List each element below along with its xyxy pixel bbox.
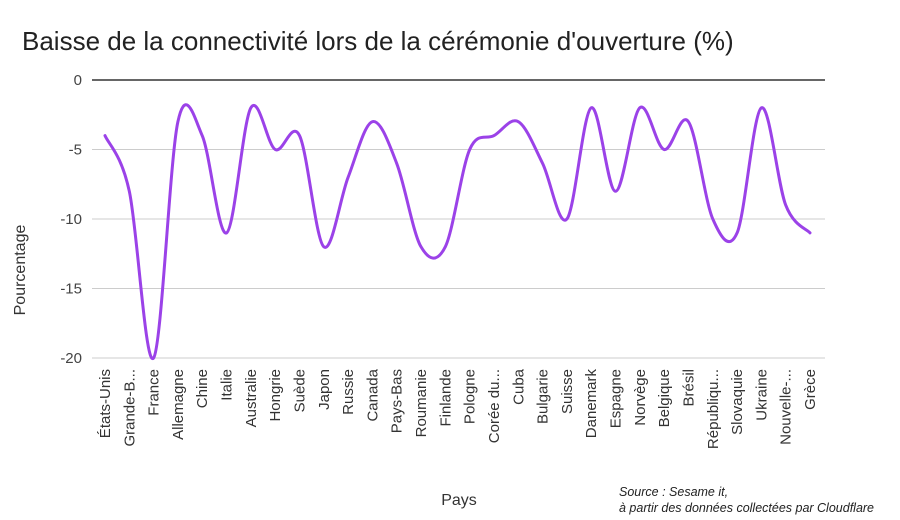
- y-tick-label: -5: [69, 142, 82, 159]
- x-axis-ticks: États-Unis Grande-B... France Allemagne Chin…: [97, 368, 819, 449]
- x-tick-label: Australie: [243, 369, 260, 427]
- x-tick-label: Norvège: [632, 369, 649, 426]
- x-tick-label: France: [146, 369, 163, 416]
- y-axis-ticks: 0 -5 -10 -15 -20: [60, 72, 82, 367]
- x-tick-label: Républiqu...: [705, 369, 722, 449]
- x-tick-label: Grande-B...: [121, 369, 138, 447]
- series-line: [103, 103, 812, 360]
- x-tick-label: Finlande: [437, 369, 454, 427]
- x-tick-label: Nouvelle-...: [778, 369, 795, 445]
- x-tick-label: Grèce: [802, 369, 819, 410]
- x-tick-label: Espagne: [608, 369, 625, 428]
- x-tick-label: Belgique: [656, 369, 673, 427]
- x-tick-label: Slovaquie: [729, 369, 746, 435]
- source-line-2: à partir des données collectées par Clou…: [619, 501, 875, 515]
- x-tick-label: Allemagne: [170, 369, 187, 440]
- source-note: Source : Sesame it, à partir des données…: [619, 484, 894, 516]
- chart-title: Baisse de la connectivité lors de la cér…: [22, 26, 734, 56]
- gridlines: [92, 79, 825, 359]
- x-tick-label: États-Unis: [97, 369, 114, 438]
- x-tick-label: Pays-Bas: [389, 369, 406, 433]
- y-tick-label: -20: [60, 350, 82, 367]
- y-axis-label: Pourcentage: [12, 225, 29, 316]
- x-tick-label: Danemark: [583, 369, 600, 439]
- x-tick-label: Roumanie: [413, 369, 430, 437]
- x-tick-label: Pologne: [462, 369, 479, 424]
- y-tick-label: -10: [60, 211, 82, 228]
- x-tick-label: Japon: [316, 369, 333, 410]
- x-tick-label: Suisse: [559, 369, 576, 414]
- y-tick-label: 0: [74, 72, 82, 89]
- source-line-1: Source : Sesame it,: [619, 485, 729, 499]
- x-axis-label: Pays: [441, 492, 477, 509]
- x-tick-label: Italie: [219, 369, 236, 401]
- x-tick-label: Cuba: [510, 368, 527, 405]
- x-tick-label: Russie: [340, 369, 357, 415]
- x-tick-label: Hongrie: [267, 369, 284, 422]
- x-tick-label: Chine: [194, 369, 211, 408]
- x-tick-label: Corée du...: [486, 369, 503, 443]
- x-tick-label: Brésil: [680, 369, 697, 407]
- x-tick-label: Bulgarie: [535, 369, 552, 424]
- y-tick-label: -15: [60, 281, 82, 298]
- x-tick-label: Ukraine: [753, 369, 770, 421]
- x-tick-label: Canada: [364, 368, 381, 421]
- x-tick-label: Suède: [292, 369, 309, 412]
